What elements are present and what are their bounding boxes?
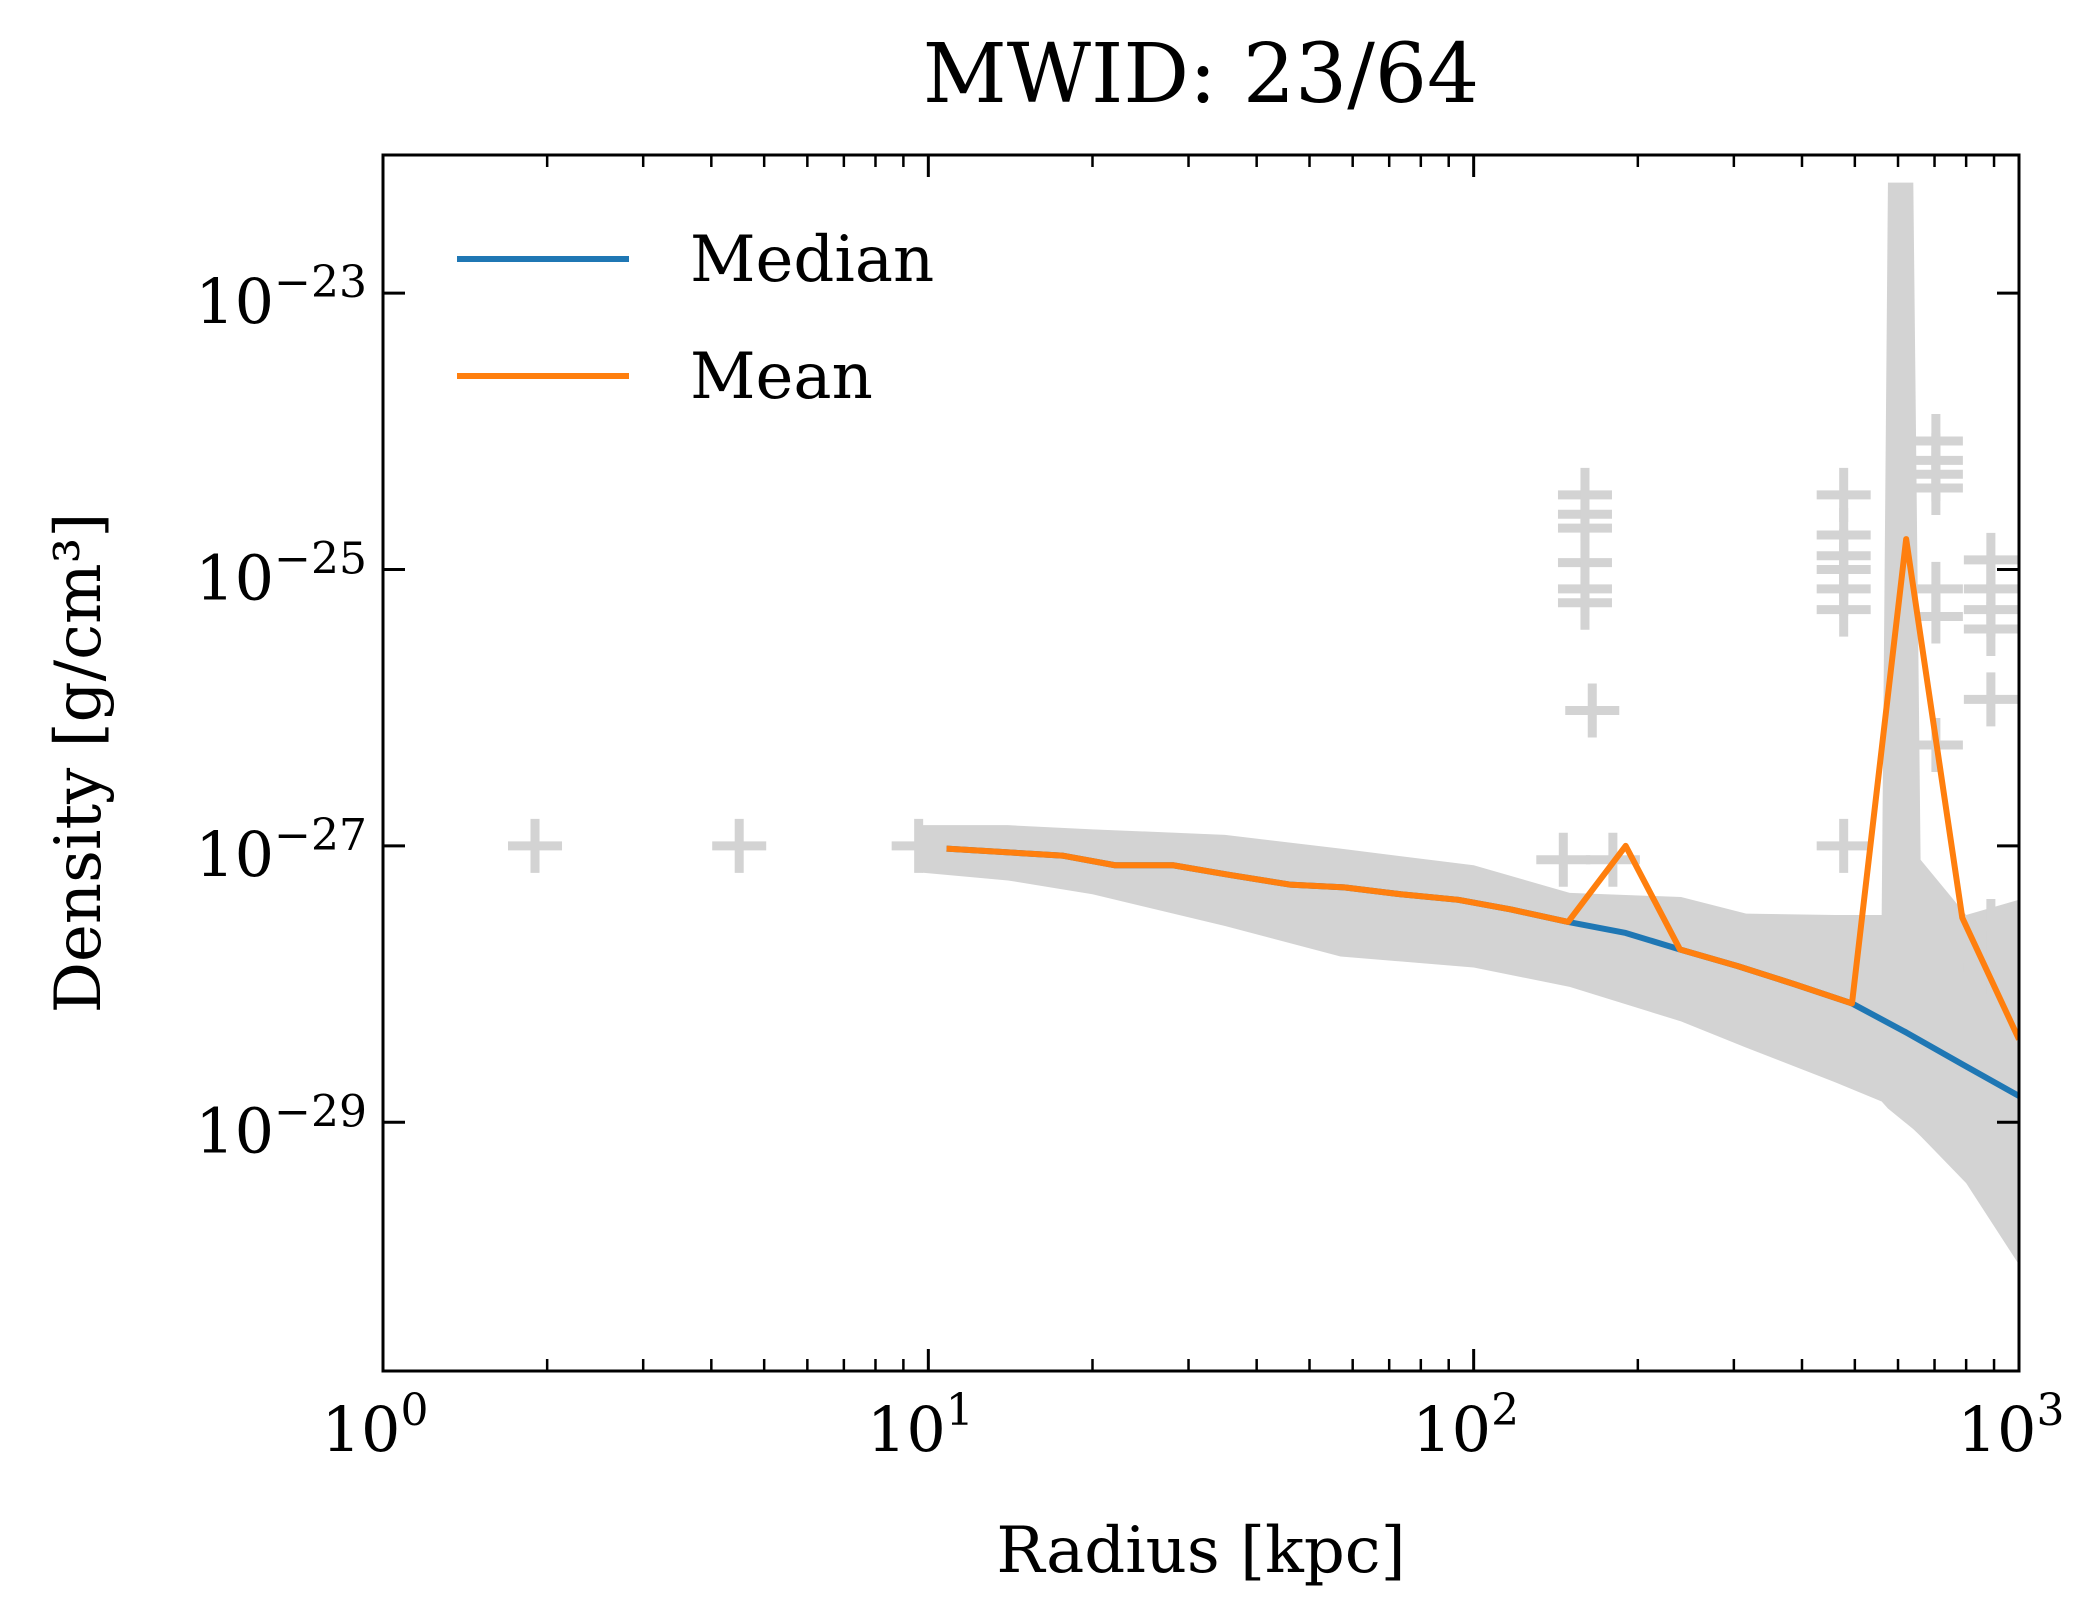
- scatter-point: [1557, 575, 1612, 630]
- y-tick-label: 10−25: [195, 534, 367, 615]
- scatter-outlier-layer: [508, 414, 2018, 995]
- scatter-point: [891, 818, 946, 873]
- scatter-band: [916, 182, 2019, 1265]
- scatter-point: [1816, 818, 1871, 873]
- scatter-point: [1963, 601, 2018, 656]
- tick-exponent: −23: [274, 257, 367, 308]
- tick-base: 10: [1958, 1393, 2037, 1466]
- y-tick-label: 10−27: [195, 810, 367, 891]
- legend-label-mean: Mean: [690, 340, 873, 414]
- tick-exponent: −25: [274, 534, 367, 585]
- scatter-point: [1536, 832, 1591, 887]
- y-axis-label: Density [g/cm³]: [42, 513, 116, 1014]
- plot-frame: [381, 153, 2021, 1373]
- scatter-point: [712, 818, 767, 873]
- legend-label-median: Median: [690, 223, 934, 297]
- scatter-point: [1908, 461, 1963, 516]
- tick-exponent: −27: [274, 810, 367, 861]
- x-tick-label: 101: [867, 1385, 974, 1466]
- tick-base: 10: [195, 1094, 274, 1167]
- scatter-point: [1816, 582, 1871, 637]
- tick-exponent: 0: [400, 1385, 428, 1436]
- tick-exponent: 2: [1491, 1385, 1519, 1436]
- x-tick-label: 102: [1412, 1385, 1519, 1466]
- tick-base: 10: [867, 1393, 946, 1466]
- x-tick-label: 100: [322, 1385, 429, 1466]
- tick-base: 10: [1412, 1393, 1491, 1466]
- tick-base: 10: [195, 265, 274, 338]
- tick-exponent: −29: [274, 1086, 367, 1137]
- y-tick-label: 10−23: [195, 257, 367, 338]
- tick-exponent: 3: [2036, 1385, 2064, 1436]
- tick-base: 10: [195, 818, 274, 891]
- legend: Median Mean: [457, 223, 934, 414]
- series-layer: [946, 536, 2019, 1099]
- y-tick-label: 10−29: [195, 1086, 367, 1167]
- tick-base: 10: [322, 1393, 401, 1466]
- scatter-point: [1565, 683, 1620, 738]
- tick-exponent: 1: [946, 1385, 974, 1436]
- scatter-band-layer: [916, 182, 2019, 1265]
- scatter-point: [1963, 672, 2018, 727]
- scatter-point: [508, 818, 563, 873]
- x-axis-label: Radius [kpc]: [996, 1514, 1405, 1588]
- tick-base: 10: [195, 542, 274, 615]
- chart-title: MWID: 23/64: [923, 27, 1479, 122]
- x-tick-label: 103: [1958, 1385, 2065, 1466]
- series-line-mean: [946, 536, 2019, 1041]
